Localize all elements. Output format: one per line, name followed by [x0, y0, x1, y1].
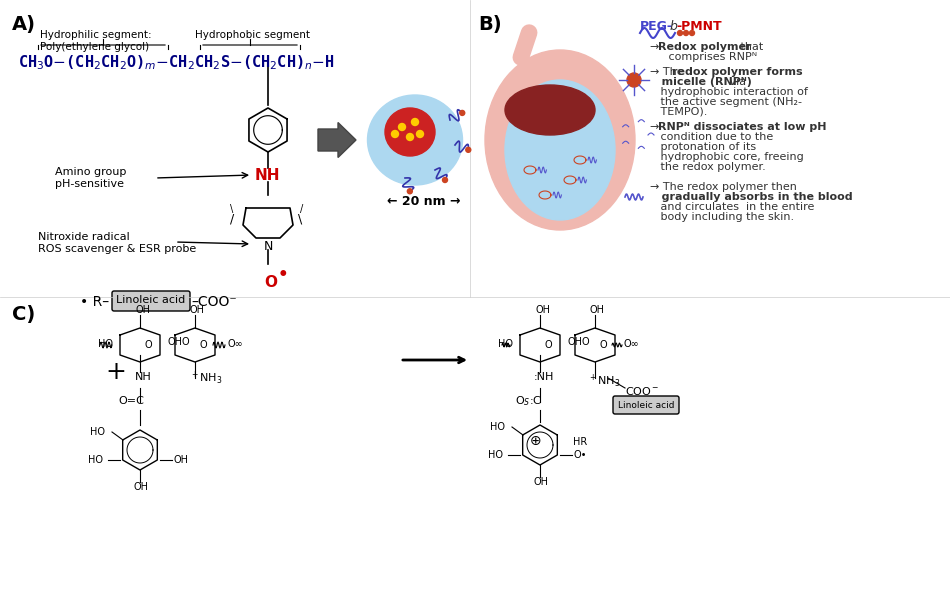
Text: $^+$NH$_3$: $^+$NH$_3$ [190, 370, 222, 387]
Text: hydrophobic core, freeing: hydrophobic core, freeing [650, 152, 804, 162]
Ellipse shape [505, 80, 615, 220]
Circle shape [407, 133, 413, 140]
Text: HR: HR [573, 437, 587, 447]
Text: the redox polymer.: the redox polymer. [650, 162, 766, 172]
Text: •: • [278, 266, 289, 284]
Ellipse shape [505, 85, 595, 135]
Text: OH: OH [190, 305, 205, 315]
Text: +: + [105, 360, 125, 384]
Ellipse shape [385, 108, 435, 156]
Circle shape [391, 130, 398, 137]
Text: OH: OH [173, 455, 188, 465]
Circle shape [416, 130, 424, 137]
Text: Amino group
pH-sensitive: Amino group pH-sensitive [55, 167, 126, 188]
Text: protonation of its: protonation of its [650, 142, 756, 152]
Text: O: O [264, 275, 277, 290]
Text: /: / [230, 212, 235, 225]
Text: \: \ [230, 204, 234, 214]
Text: COO$^-$: COO$^-$ [625, 385, 659, 397]
Text: NH: NH [255, 168, 280, 183]
Text: b: b [670, 20, 678, 33]
Circle shape [677, 31, 682, 35]
Text: OH: OH [135, 305, 150, 315]
Text: hydrophobic interaction of: hydrophobic interaction of [650, 87, 808, 97]
Text: the active segment (NH₂-: the active segment (NH₂- [650, 97, 802, 107]
Text: • R–: • R– [80, 295, 109, 309]
Text: Nitroxide radical
ROS scavenger & ESR probe: Nitroxide radical ROS scavenger & ESR pr… [38, 232, 197, 254]
Text: gradually absorbs in the blood: gradually absorbs in the blood [650, 192, 853, 202]
Ellipse shape [368, 95, 463, 185]
Text: → The: → The [650, 67, 687, 77]
Text: →: → [650, 122, 663, 132]
Text: OH: OH [535, 305, 550, 315]
Text: O: O [599, 340, 607, 350]
Text: NH: NH [135, 372, 152, 382]
Text: O: O [544, 340, 552, 350]
Text: Linoleic acid: Linoleic acid [618, 401, 674, 409]
Text: Linoleic acid: Linoleic acid [116, 295, 185, 305]
Text: → The redox polymer then: → The redox polymer then [650, 182, 797, 192]
Text: condition due to the: condition due to the [650, 132, 773, 142]
Text: via: via [726, 77, 746, 87]
Text: HO: HO [98, 339, 113, 349]
Text: CH$_3$O$-$(CH$_2$CH$_2$O)$_m$$-$CH$_2$CH$_2$S$-$(CH$_2$CH)$_n$$-$H: CH$_3$O$-$(CH$_2$CH$_2$O)$_m$$-$CH$_2$CH… [18, 53, 334, 72]
Text: and circulates  in the entire: and circulates in the entire [650, 202, 814, 212]
Text: redox polymer forms: redox polymer forms [672, 67, 803, 77]
Text: –COO⁻: –COO⁻ [191, 295, 237, 309]
Text: \: \ [298, 212, 302, 225]
Text: O∞: O∞ [623, 339, 638, 349]
Text: O•: O• [573, 450, 586, 460]
Ellipse shape [485, 50, 635, 230]
Text: C): C) [12, 305, 35, 324]
Text: →: → [650, 42, 663, 52]
FancyBboxPatch shape [613, 396, 679, 414]
Text: Hydrophobic segment: Hydrophobic segment [195, 30, 310, 40]
Text: O: O [200, 340, 207, 350]
Text: -PMNT: -PMNT [676, 20, 722, 33]
Circle shape [460, 110, 465, 115]
Text: HO: HO [88, 455, 103, 465]
Text: O∞: O∞ [227, 339, 243, 349]
Text: comprises RNPᴺ: comprises RNPᴺ [658, 52, 757, 62]
Text: HO: HO [488, 450, 503, 460]
Circle shape [690, 31, 694, 35]
Text: $^+$NH$_3$: $^+$NH$_3$ [588, 373, 620, 390]
Text: B): B) [478, 15, 502, 34]
Text: N: N [264, 240, 274, 253]
FancyBboxPatch shape [112, 291, 190, 311]
Text: that: that [737, 42, 763, 52]
Circle shape [398, 124, 406, 130]
Text: Redox polymer: Redox polymer [658, 42, 751, 52]
Circle shape [411, 118, 419, 125]
Text: OH: OH [590, 305, 605, 315]
Text: body including the skin.: body including the skin. [650, 212, 794, 222]
Text: :NH: :NH [534, 372, 555, 382]
Circle shape [627, 73, 641, 87]
Text: O: O [144, 340, 152, 350]
Text: O$_S$:C: O$_S$:C [515, 394, 542, 408]
FancyArrow shape [318, 122, 356, 157]
Circle shape [408, 189, 412, 194]
Text: RNPᴺ dissociates at low pH: RNPᴺ dissociates at low pH [658, 122, 826, 132]
Circle shape [466, 148, 471, 152]
Circle shape [683, 31, 689, 35]
Text: HO: HO [498, 339, 513, 349]
Text: ← 20 nm →: ← 20 nm → [387, 195, 461, 208]
Text: micelle (RNPᴺ): micelle (RNPᴺ) [650, 77, 751, 87]
Text: /: / [300, 204, 303, 214]
FancyArrowPatch shape [521, 32, 529, 58]
Text: A): A) [12, 15, 36, 34]
Text: HO: HO [490, 422, 505, 432]
Text: Hydrophilic segment:
Poly(ethylene glycol): Hydrophilic segment: Poly(ethylene glyco… [40, 30, 152, 52]
Text: PEG-: PEG- [640, 20, 673, 33]
Text: ⊕: ⊕ [530, 434, 541, 448]
Text: OH: OH [534, 477, 549, 487]
Text: OHO: OHO [567, 337, 590, 347]
Text: OH: OH [134, 482, 149, 492]
Text: HO: HO [90, 427, 105, 437]
Text: TEMPO).: TEMPO). [650, 107, 708, 117]
Text: OHO: OHO [167, 337, 190, 347]
Circle shape [443, 178, 447, 182]
Text: O=C: O=C [118, 396, 143, 406]
